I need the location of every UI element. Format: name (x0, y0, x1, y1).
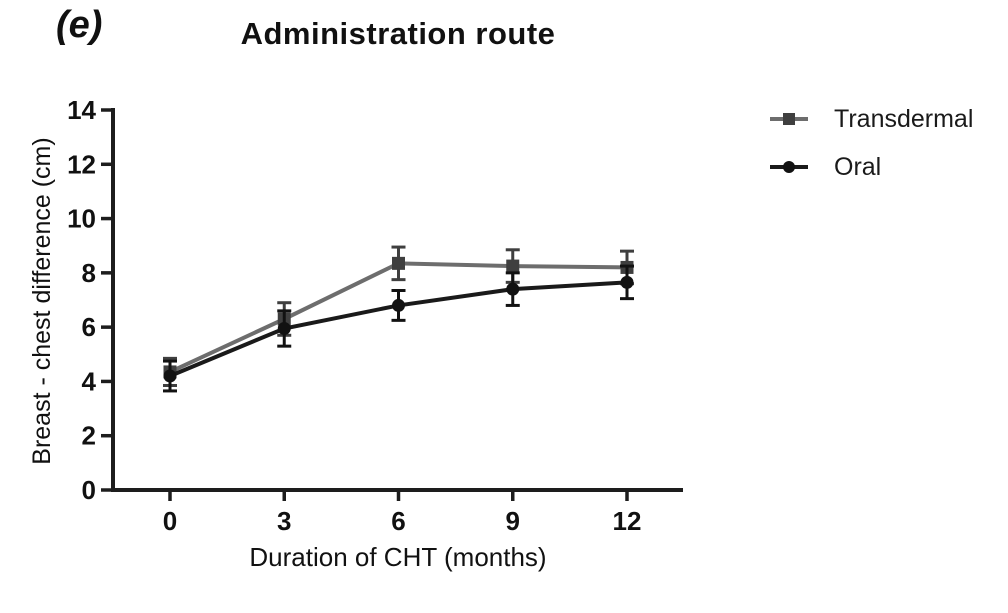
legend: Transdermal Oral (770, 104, 973, 200)
legend-label: Transdermal (834, 104, 974, 133)
y-tick-label: 0 (82, 475, 96, 505)
x-tick-label: 6 (391, 506, 405, 536)
panel-label: (e) (56, 4, 103, 46)
x-tick-label: 9 (506, 506, 520, 536)
y-tick-label: 14 (67, 95, 96, 125)
circle-marker-icon (783, 161, 795, 173)
square-marker-icon (506, 259, 520, 273)
x-tick-label: 3 (277, 506, 291, 536)
x-tick-label: 0 (163, 506, 177, 536)
square-marker-icon (391, 256, 405, 270)
y-tick-label: 2 (82, 421, 96, 451)
y-tick-label: 4 (82, 366, 97, 396)
legend-line-sample (770, 161, 808, 173)
y-tick-label: 10 (67, 204, 96, 234)
chart-title: Administration route (240, 16, 556, 51)
legend-item-oral: Oral (770, 152, 973, 182)
circle-marker-icon (277, 321, 291, 335)
legend-line-sample (770, 113, 808, 125)
circle-marker-icon (506, 282, 520, 296)
square-marker-icon (783, 113, 795, 125)
x-axis-label: Duration of CHT (months) (249, 542, 547, 572)
legend-label: Oral (834, 152, 882, 181)
circle-marker-icon (620, 275, 634, 289)
x-tick-label: 12 (613, 506, 642, 536)
y-axis-label: Breast - chest difference (cm) (28, 137, 56, 465)
legend-item-transdermal: Transdermal (770, 104, 973, 134)
circle-marker-icon (391, 298, 405, 312)
circle-marker-icon (163, 369, 177, 383)
y-tick-label: 8 (82, 258, 96, 288)
y-tick-label: 12 (67, 149, 96, 179)
y-tick-label: 6 (82, 312, 96, 342)
